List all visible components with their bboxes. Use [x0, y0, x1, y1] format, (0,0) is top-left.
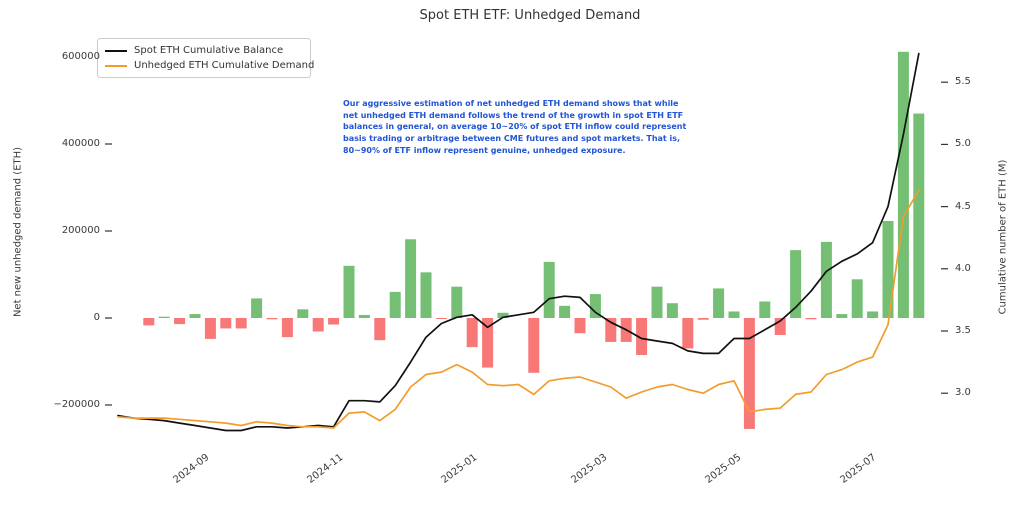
left-axis-tick-label: 600000: [61, 51, 100, 62]
bar-positive: [728, 311, 740, 318]
black-line-swatch-icon: [105, 49, 127, 52]
bar-positive: [543, 261, 555, 318]
orange-line-swatch-icon: [105, 64, 127, 67]
left-axis-tick-label: 400000: [61, 138, 100, 149]
annotation-line: Our aggressive estimation of net unhedge…: [343, 99, 679, 108]
bar-positive: [389, 291, 401, 318]
left-axis-tick-label: 0: [93, 312, 100, 323]
bar-positive: [882, 220, 894, 318]
chart-title: Spot ETH ETF: Unhedged Demand: [419, 8, 641, 23]
bar-positive: [836, 314, 848, 318]
bar-positive: [713, 288, 725, 318]
bar-negative: [328, 318, 340, 325]
annotation-line: net unhedged ETH demand follows the tren…: [343, 110, 684, 120]
left-axis-tick-label: −200000: [53, 399, 100, 410]
right-axis-tick-label: 4.5: [955, 200, 971, 212]
bar-positive: [451, 286, 463, 318]
bar-positive: [651, 286, 663, 318]
bar-positive: [897, 51, 909, 318]
bar-positive: [759, 301, 771, 318]
legend-label-balance: Spot ETH Cumulative Balance: [134, 45, 284, 56]
bar-positive: [559, 305, 571, 318]
bar-positive: [913, 113, 925, 318]
bar-negative: [235, 318, 247, 329]
legend-label-demand: Unhedged ETH Cumulative Demand: [134, 60, 315, 71]
annotation-line: 80~90% of ETF inflow represent genuine, …: [343, 145, 626, 155]
bar-positive: [851, 279, 863, 318]
bar-negative: [435, 318, 447, 319]
bar-negative: [312, 318, 324, 332]
bar-positive: [343, 265, 355, 318]
bar-positive: [820, 241, 832, 318]
bar-negative: [220, 318, 232, 329]
bar-negative: [281, 318, 293, 338]
left-axis-tick-label: 200000: [61, 225, 100, 236]
bar-negative: [174, 318, 186, 325]
bar-negative: [743, 318, 755, 429]
bar-negative: [682, 318, 694, 349]
bar-positive: [297, 309, 309, 318]
bar-positive: [251, 298, 263, 318]
bar-positive: [158, 316, 170, 318]
annotation-line: balances in general, on average 10~20% o…: [343, 122, 687, 132]
legend-item-balance: Spot ETH Cumulative Balance: [105, 43, 302, 58]
bar-positive: [189, 314, 201, 318]
right-axis-tick-label: 4.0: [955, 262, 971, 274]
bar-negative: [605, 318, 617, 342]
bar-negative: [805, 318, 817, 320]
bar-negative: [374, 318, 386, 341]
bar-negative: [266, 318, 278, 320]
bar-negative: [774, 318, 786, 335]
bar-negative: [574, 318, 586, 334]
left-axis-title: Net new unhedged demand (ETH): [12, 146, 24, 318]
bar-negative: [466, 318, 478, 348]
bar-positive: [666, 303, 678, 318]
bar-positive: [589, 294, 601, 318]
right-axis-tick-label: 5.0: [955, 138, 971, 150]
balance-line: [117, 52, 920, 432]
bar-positive: [867, 311, 879, 318]
legend-item-demand: Unhedged ETH Cumulative Demand: [105, 58, 314, 73]
bar-negative: [528, 318, 540, 373]
bar-positive: [790, 250, 802, 318]
unhedged-demand-line: [117, 189, 920, 429]
bar-negative: [143, 318, 155, 326]
annotation-line: basis trading or arbitrage between CME f…: [343, 134, 681, 144]
bar-negative: [697, 318, 709, 320]
bar-positive: [420, 272, 432, 318]
right-axis-tick-label: 3.5: [955, 325, 971, 336]
bar-positive: [497, 312, 509, 318]
right-axis-tick-label: 5.5: [955, 76, 971, 88]
right-axis-tick-label: 3.0: [955, 387, 971, 399]
bar-negative: [636, 318, 648, 355]
right-axis-title: Cumulative number of ETH (M): [997, 159, 1009, 315]
annotation-text: Our aggressive estimation of net unhedge…: [343, 98, 686, 157]
bar-negative: [204, 318, 216, 339]
bar-positive: [358, 314, 370, 318]
bar-negative: [482, 318, 494, 368]
bar-positive: [405, 239, 417, 318]
legend: Spot ETH Cumulative Balance Unhedged ETH…: [97, 38, 314, 78]
